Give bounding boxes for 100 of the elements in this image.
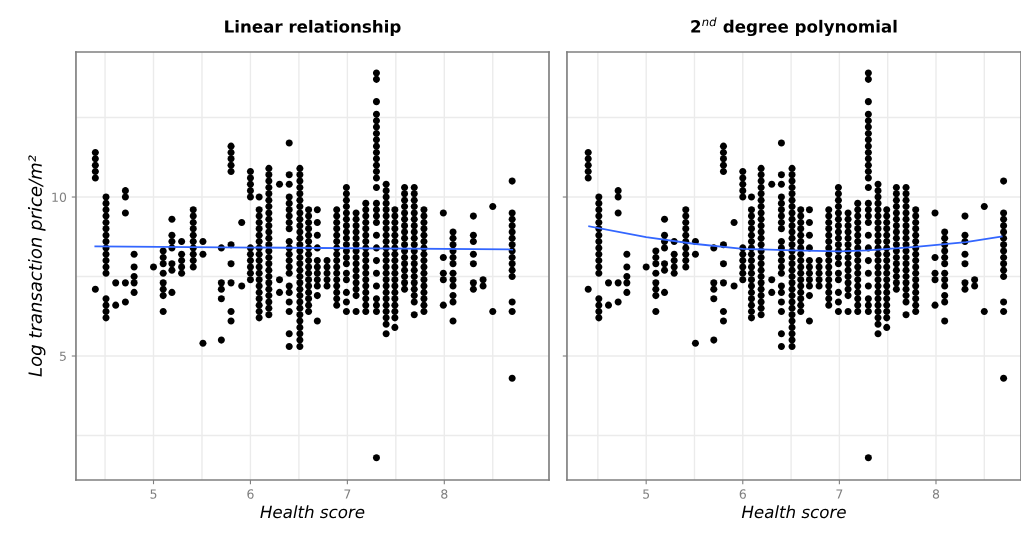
point (382, 225, 390, 233)
point (892, 266, 900, 274)
point (777, 225, 785, 233)
point (874, 180, 882, 188)
point (296, 234, 304, 242)
point (912, 257, 920, 265)
point (757, 222, 765, 230)
point (747, 212, 756, 220)
point (1000, 374, 1008, 382)
point (941, 247, 949, 255)
point (739, 168, 747, 176)
x-tick-label: 5 (643, 489, 650, 499)
point (739, 269, 747, 277)
point (401, 190, 409, 198)
point (255, 231, 263, 239)
point (255, 314, 263, 322)
point (660, 215, 669, 223)
point (757, 203, 765, 211)
point (449, 292, 457, 300)
point (883, 250, 891, 258)
point (508, 228, 516, 236)
point (285, 218, 293, 226)
point (1000, 177, 1008, 185)
point (333, 288, 341, 296)
point (362, 282, 370, 290)
point (265, 298, 273, 306)
point (1000, 241, 1008, 249)
point (275, 180, 284, 188)
point (931, 209, 939, 217)
point (777, 206, 785, 214)
point (730, 218, 738, 226)
point (178, 269, 186, 277)
point (265, 234, 273, 242)
point (420, 295, 428, 303)
point (834, 307, 842, 316)
point (121, 298, 129, 306)
point (265, 222, 273, 230)
point (372, 155, 380, 163)
point (874, 307, 882, 316)
point (757, 171, 765, 179)
point (410, 285, 418, 293)
point (961, 285, 969, 293)
point (255, 238, 263, 246)
point (372, 110, 380, 118)
point (892, 209, 900, 217)
point (313, 206, 321, 214)
point (614, 193, 622, 201)
point (682, 206, 690, 214)
point (825, 218, 833, 226)
point (420, 225, 428, 233)
point (313, 292, 321, 300)
point (805, 218, 813, 226)
point (815, 257, 823, 265)
point (757, 177, 765, 185)
point (691, 339, 699, 347)
point (439, 301, 447, 309)
point (189, 250, 197, 258)
point (246, 180, 254, 188)
point (265, 209, 273, 217)
point (747, 231, 756, 239)
point (941, 253, 949, 261)
point (296, 222, 304, 230)
point (508, 260, 516, 268)
point (227, 279, 235, 287)
point (1000, 260, 1008, 268)
point (719, 161, 727, 169)
point (1000, 222, 1008, 230)
point (305, 263, 313, 271)
point (834, 190, 842, 198)
point (382, 276, 390, 284)
point (614, 279, 622, 287)
point (757, 279, 765, 287)
point (757, 190, 765, 198)
point (362, 276, 370, 284)
point (508, 215, 516, 223)
point (747, 269, 756, 277)
point (595, 199, 603, 207)
point (410, 183, 418, 192)
point (777, 257, 785, 265)
point (305, 301, 313, 309)
point (777, 342, 785, 351)
point (892, 203, 900, 211)
point (941, 234, 949, 242)
point (874, 250, 882, 258)
point (825, 238, 833, 246)
point (246, 250, 254, 258)
point (757, 285, 765, 293)
point (844, 266, 852, 274)
point (739, 276, 747, 284)
point (313, 257, 321, 265)
point (265, 190, 273, 198)
point (401, 196, 409, 204)
point (372, 212, 380, 220)
point (285, 206, 293, 214)
point (892, 196, 900, 204)
point (941, 228, 949, 236)
point (391, 206, 399, 214)
point (595, 269, 603, 277)
point (372, 136, 380, 144)
point (285, 171, 293, 179)
